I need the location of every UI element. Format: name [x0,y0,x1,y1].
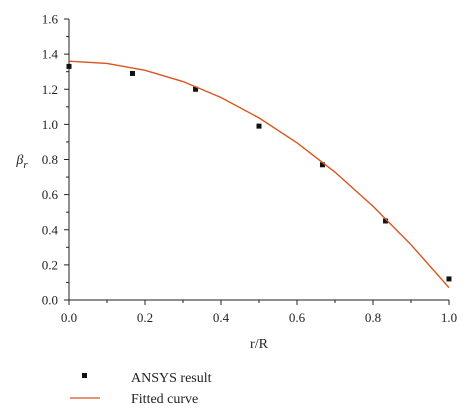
x-tick-label: 0.8 [365,310,381,325]
y-tick-label: 0.2 [42,257,58,272]
y-axis-label-subscript: r [23,159,28,171]
ansys-data-point [193,86,199,92]
series-layer [66,60,452,289]
ansys-data-point [383,218,389,224]
ansys-data-point [446,276,452,282]
y-tick-label: 0.4 [42,222,59,237]
y-tick-label: 1.4 [42,47,59,62]
axes [68,19,449,301]
x-axis-label: r/R [250,337,269,352]
ansys-data-point [256,123,262,129]
y-tick-label: 0.6 [42,187,59,202]
y-axis-label-main: β [15,153,23,168]
x-tick-label: 0.2 [137,310,153,325]
legend-marker-ansys-result [82,373,87,378]
ansys-data-point [66,63,72,69]
x-tick-label: 0.6 [289,310,306,325]
y-axis-label: βr [15,153,28,171]
legend-label-ansys-result: ANSYS result [131,371,212,386]
ansys-data-point [129,70,135,76]
y-tick-label: 1.0 [42,117,58,132]
fitted-curve-line [68,60,450,289]
y-tick-label: 0.8 [42,152,58,167]
x-tick-label: 0.4 [213,310,230,325]
y-tick-label: 1.6 [42,12,59,27]
x-axis-ticks: 0.0 0.2 0.4 0.6 0.8 1.0 [61,300,457,325]
legend-label-fitted-curve: Fitted curve [131,392,198,407]
legend: ANSYS result Fitted curve [70,371,212,407]
ansys-data-point [319,162,325,168]
x-tick-label: 1.0 [441,310,457,325]
x-tick-label: 0.0 [61,310,77,325]
y-tick-label: 0.0 [42,293,58,308]
y-tick-label: 1.2 [42,82,58,97]
y-axis-ticks: 0.0 0.2 0.4 0.6 0.8 1.0 1.2 1.4 1.6 [42,12,69,308]
